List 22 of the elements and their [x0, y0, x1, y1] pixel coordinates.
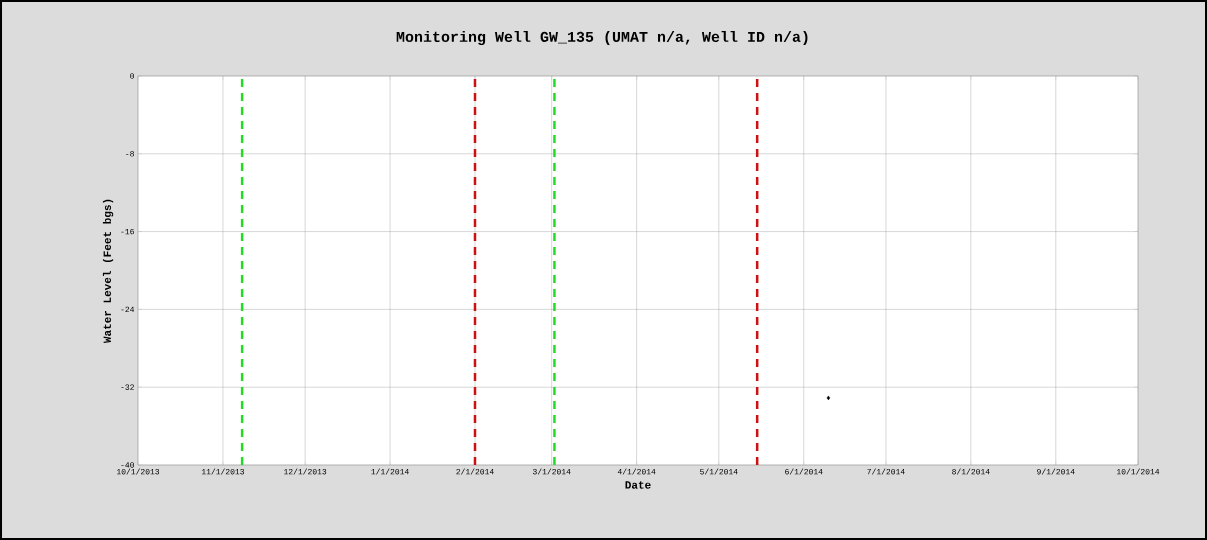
x-tick-label: 3/1/2014	[533, 468, 571, 475]
y-tick-label: 0	[130, 73, 134, 79]
x-tick-label: 1/1/2014	[371, 468, 409, 475]
x-tick-label: 10/1/2013	[116, 468, 160, 475]
x-tick-label: 10/1/2014	[1116, 468, 1160, 475]
x-tick-label: 4/1/2014	[617, 468, 656, 475]
x-tick-label: 6/1/2014	[785, 468, 823, 475]
x-tick-label: 8/1/2014	[952, 468, 990, 475]
x-tick-label: 5/1/2014	[700, 468, 738, 475]
x-tick-label: 9/1/2014	[1037, 468, 1075, 475]
y-tick-label: -40	[121, 462, 134, 468]
y-tick-label: -32	[121, 384, 134, 390]
y-tick-label: -24	[121, 306, 135, 313]
x-axis-title: Date	[625, 481, 651, 489]
y-tick-label: -16	[121, 228, 134, 235]
x-tick-label: 7/1/2014	[867, 468, 905, 475]
x-tick-label: 2/1/2014	[456, 468, 494, 475]
x-tick-label: 11/1/2013	[201, 468, 245, 475]
y-tick-label: -8	[126, 151, 134, 157]
chart-title: Monitoring Well GW_135 (UMAT n/a, Well ID n/a)	[396, 30, 808, 46]
y-axis-title: Water Level (Feet bgs)	[102, 199, 114, 344]
x-tick-label: 12/1/2013	[284, 468, 327, 475]
